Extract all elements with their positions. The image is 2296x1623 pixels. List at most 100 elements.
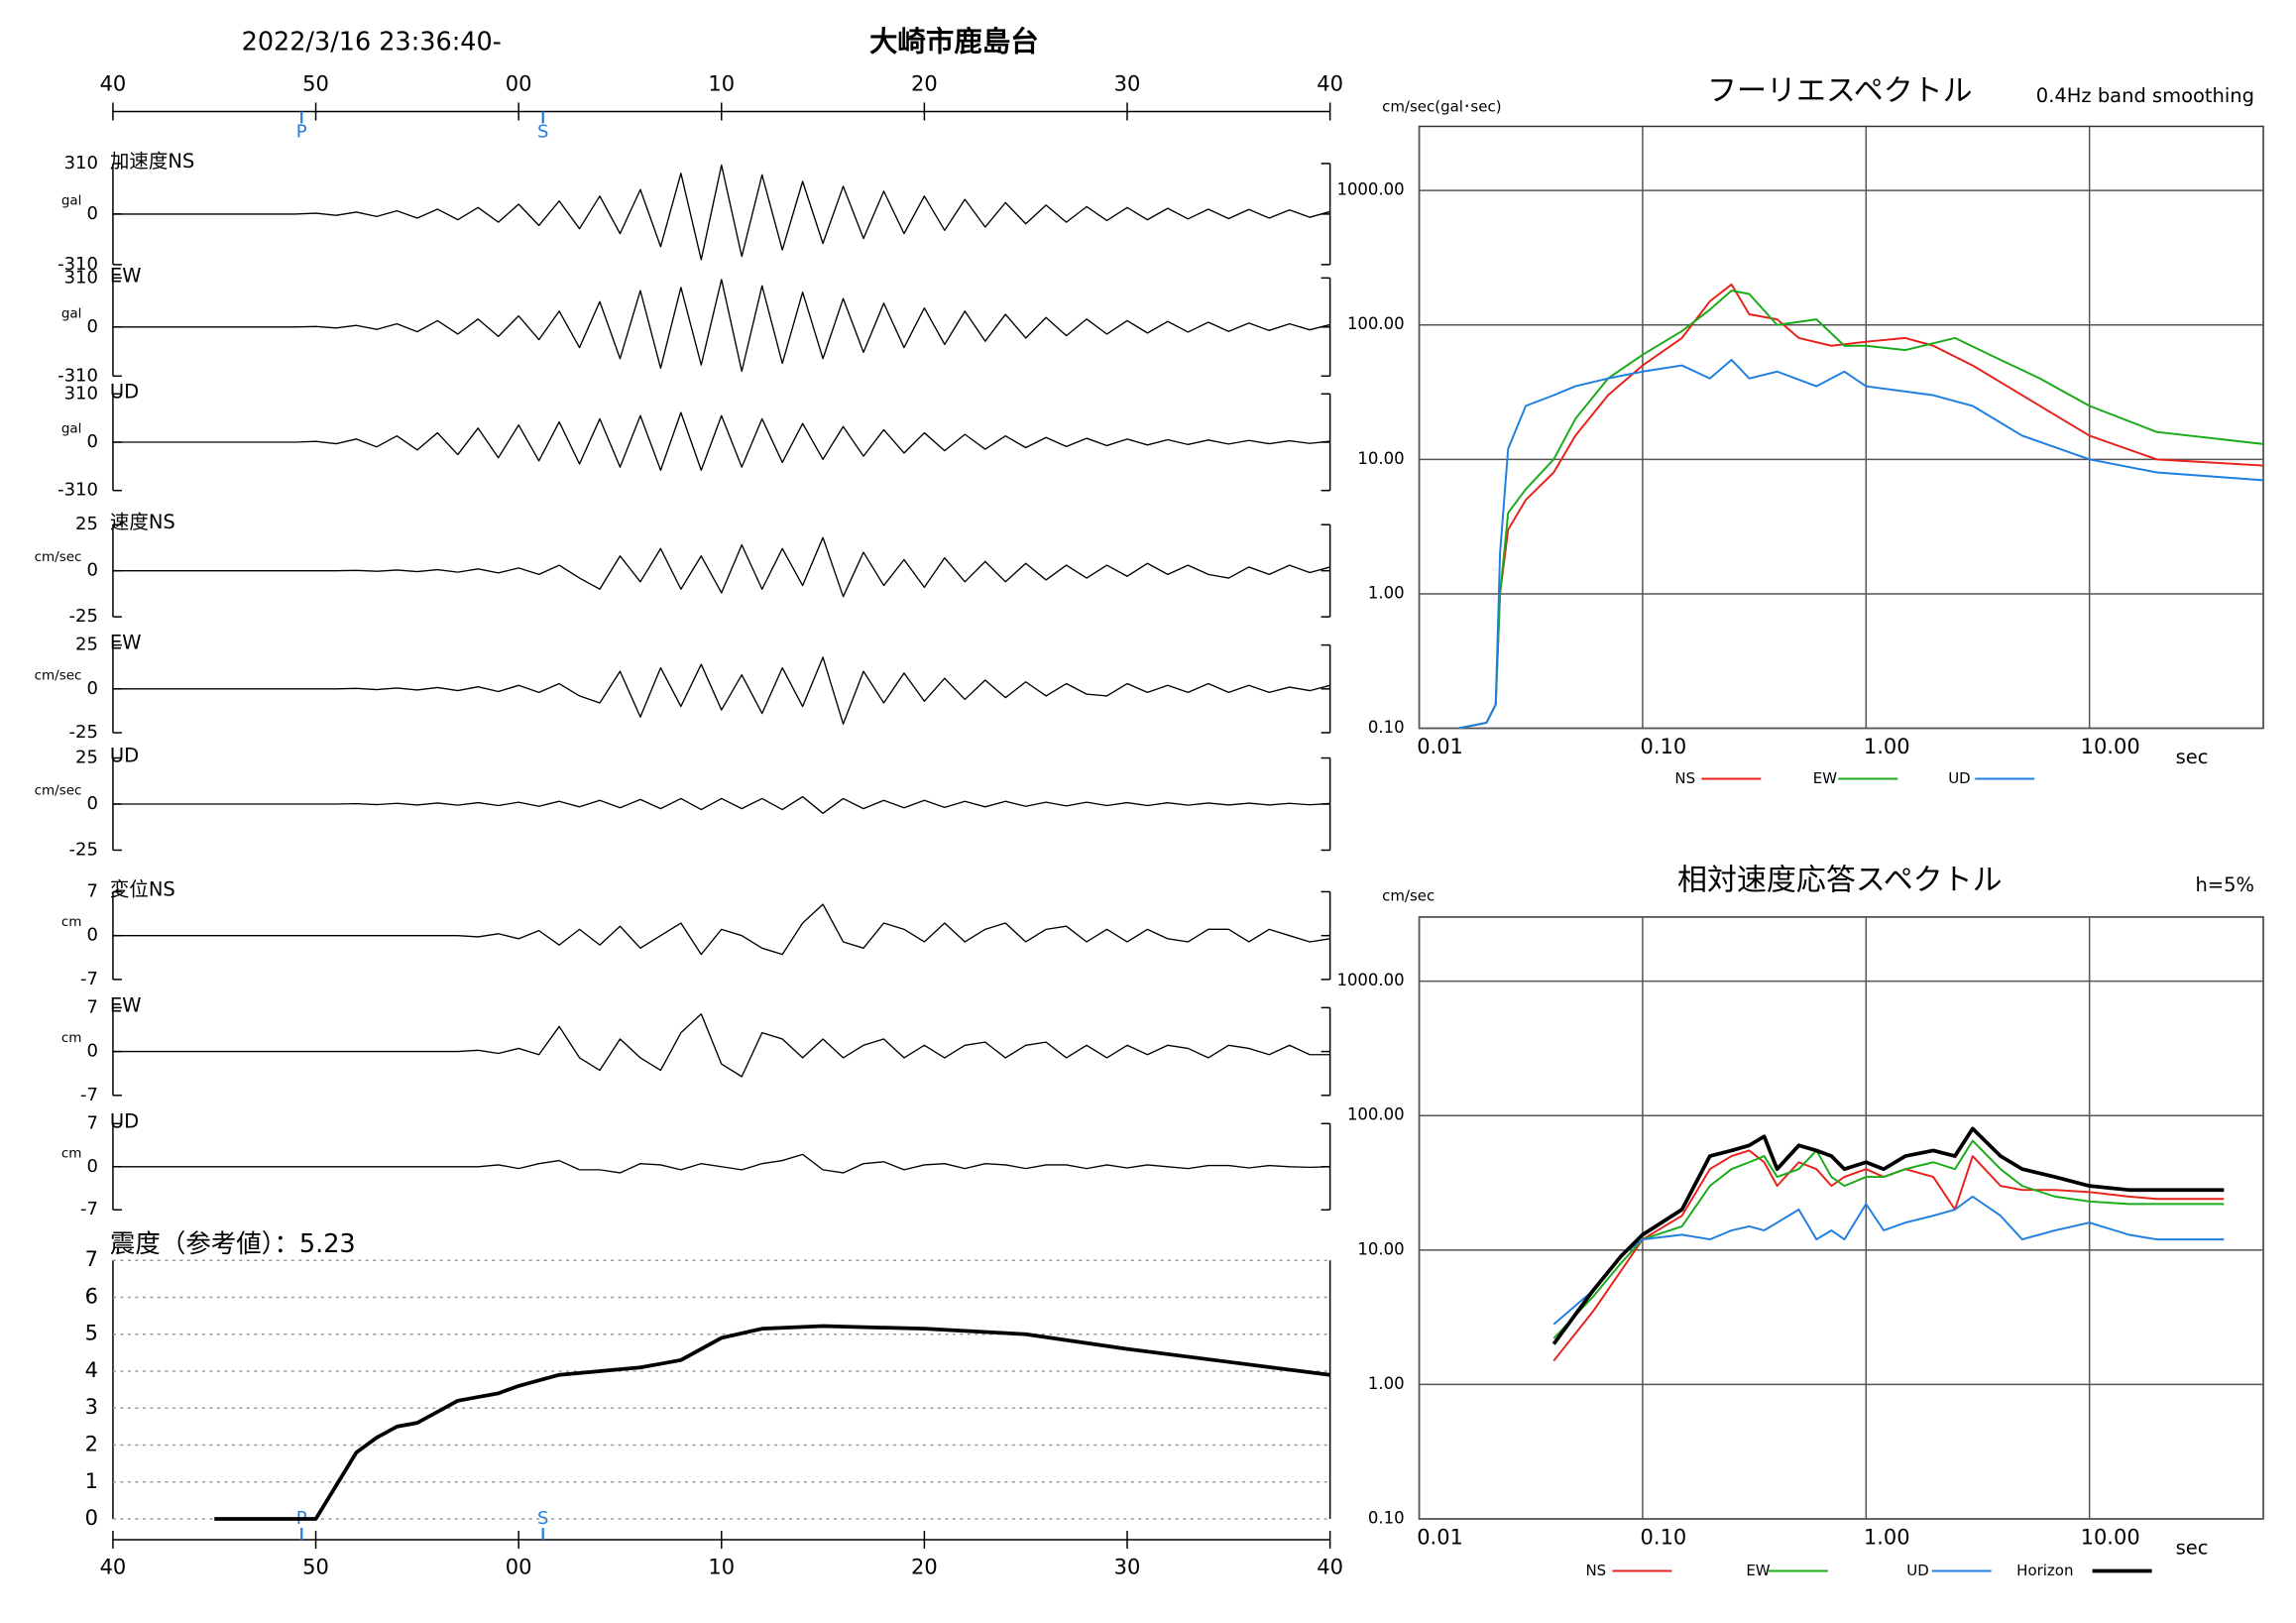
spectrum-line (1552, 1195, 2225, 1326)
x-tick-label: 50 (302, 71, 329, 95)
y-tick-label: 0 (86, 560, 97, 581)
chart-subtitle: h=5% (2195, 873, 2254, 896)
x-tick-label: 40 (1317, 71, 1343, 95)
y-tick-label: -25 (69, 722, 98, 743)
y-tick-label: 5 (85, 1322, 98, 1345)
y-tick-label: 1.00 (1368, 583, 1405, 602)
y-tick-label: 1000.00 (1336, 971, 1404, 989)
spectrum-line (1458, 283, 2264, 730)
waveform (112, 903, 1330, 956)
y-tick-label: 0.10 (1368, 1509, 1405, 1528)
y-tick-label: 7 (86, 880, 97, 901)
y-tick-label: 0 (86, 1041, 97, 1062)
y-tick-label: 0.10 (1368, 718, 1405, 737)
chart-subtitle: 0.4Hz band smoothing (2036, 84, 2254, 107)
y-tick-label: -310 (57, 365, 98, 386)
y-tick-label: 0 (86, 431, 97, 452)
station: 大崎市鹿島台 (869, 26, 1039, 58)
y-tick-label: -7 (80, 1199, 98, 1219)
panel-label: EW (110, 264, 142, 287)
x-tick-label: 10 (708, 71, 735, 95)
y-tick-label: 10.00 (1357, 449, 1404, 468)
y-tick-label: 25 (75, 748, 98, 768)
spectrum-line (1551, 1126, 2225, 1345)
y-tick-label: -310 (57, 254, 98, 275)
panel-unit: cm/sec (35, 783, 82, 799)
x-tick-label: 0.10 (1641, 1526, 1687, 1550)
waveform (112, 1153, 1330, 1174)
y-tick-label: -7 (80, 969, 98, 989)
panel-label: UD (110, 745, 139, 767)
chart-title: フーリエスペクトル (1707, 73, 1973, 108)
legend-label: UD (1948, 769, 1971, 787)
y-tick-label: 100.00 (1347, 314, 1405, 333)
y-tick-label: 1000.00 (1336, 180, 1404, 199)
y-tick-label: -7 (80, 1085, 98, 1105)
legend-label: NS (1674, 769, 1695, 787)
y-tick-label: 2 (85, 1433, 98, 1456)
x-tick-label: 20 (911, 1556, 938, 1579)
x-tick-label: 00 (506, 71, 532, 95)
x-tick-label: 10.00 (2081, 1526, 2140, 1550)
waveform (112, 164, 1330, 261)
panel-unit: gal (61, 192, 82, 208)
panel-unit: cm/sec (35, 667, 82, 683)
y-tick-label: 7 (85, 1247, 98, 1271)
legend-label: EW (1746, 1562, 1770, 1579)
x-tick-label: 40 (100, 1556, 127, 1579)
x-axis-unit: sec (2176, 746, 2209, 768)
waveform (112, 1013, 1330, 1078)
x-tick-label: 0.01 (1417, 1526, 1463, 1550)
y-axis-unit: cm/sec(gal･sec) (1382, 97, 1501, 115)
chart-title: 震度（参考値）：5.23 (110, 1229, 356, 1259)
legend-label: Horizon (2016, 1562, 2073, 1579)
legend-label: EW (1813, 769, 1837, 787)
x-tick-label: 1.00 (1864, 735, 1910, 758)
panel-unit: cm (61, 1145, 82, 1161)
y-tick-label: 0 (85, 1506, 98, 1530)
phase-label: S (537, 1508, 548, 1529)
panel-unit: cm (61, 1030, 82, 1046)
spectrum-line (1552, 1149, 2225, 1362)
waveform (112, 279, 1330, 373)
y-tick-label: 0 (86, 925, 97, 946)
panel-label: 変位NS (110, 877, 175, 900)
legend-label: NS (1585, 1562, 1606, 1579)
panel-unit: gal (61, 421, 82, 437)
y-tick-label: 25 (75, 635, 98, 655)
y-tick-label: 25 (75, 514, 98, 534)
spectrum-line (1552, 1139, 2225, 1339)
x-tick-label: 40 (1317, 1556, 1343, 1579)
waveform (112, 411, 1330, 471)
y-tick-label: -25 (69, 606, 98, 627)
y-tick-label: 0 (86, 316, 97, 337)
y-tick-label: 0 (86, 678, 97, 699)
y-tick-label: 310 (64, 153, 98, 174)
x-tick-label: 0.01 (1417, 735, 1463, 758)
plot-frame (1418, 125, 2264, 730)
y-tick-label: 7 (86, 996, 97, 1017)
phase-label: S (537, 121, 548, 142)
panel-label: 加速度NS (110, 150, 194, 173)
x-tick-label: 00 (506, 1556, 532, 1579)
y-tick-label: 100.00 (1347, 1105, 1405, 1124)
y-tick-label: 0 (86, 793, 97, 814)
panel-label: EW (110, 993, 142, 1016)
x-tick-label: 1.00 (1864, 1526, 1910, 1550)
intensity-line (214, 1324, 1330, 1521)
waveform (112, 656, 1330, 725)
y-tick-label: 1 (85, 1469, 98, 1493)
panel-label: UD (110, 1109, 139, 1132)
spectrum-line (1458, 290, 2264, 730)
chart-title: 相対速度応答スペクトル (1677, 863, 2003, 897)
panel-label: UD (110, 380, 139, 403)
x-tick-label: 10 (708, 1556, 735, 1579)
x-tick-label: 40 (100, 71, 127, 95)
waveform (112, 536, 1330, 598)
y-tick-label: -310 (57, 480, 98, 501)
y-tick-label: 7 (86, 1112, 97, 1133)
x-tick-label: 0.10 (1641, 735, 1687, 758)
y-tick-label: 6 (85, 1284, 98, 1308)
y-tick-label: -25 (69, 839, 98, 860)
